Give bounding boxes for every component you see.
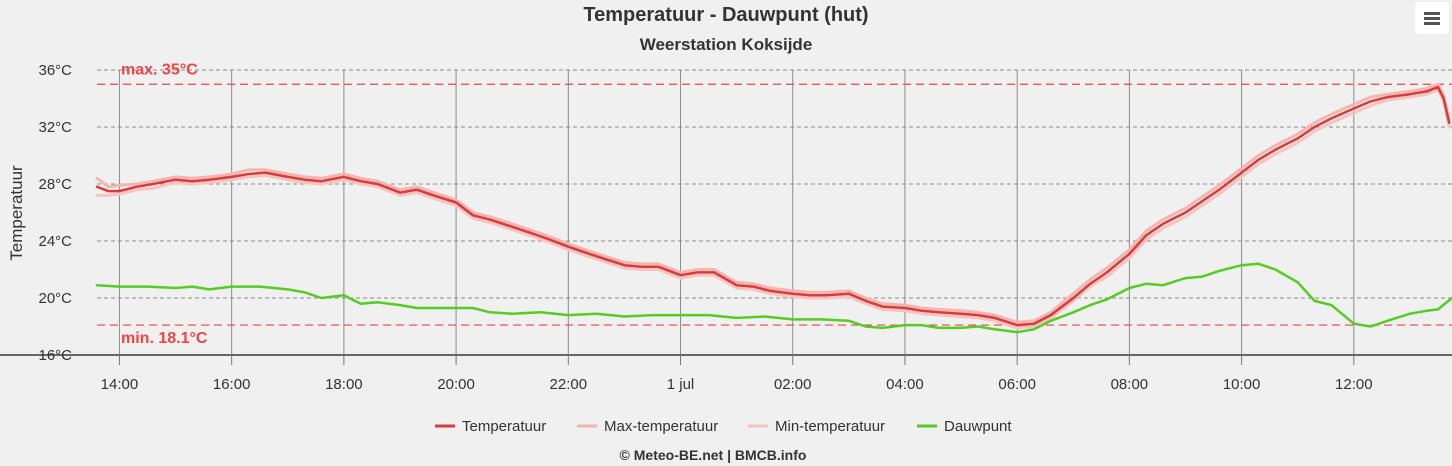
x-tick-label: 16:00 — [213, 376, 251, 393]
plot-lines: max. 35°C min. 18.1°C — [97, 61, 1452, 347]
series-group — [95, 82, 1452, 334]
legend-item-label[interactable]: Max-temperatuur — [604, 418, 718, 435]
x-tick-label: 02:00 — [774, 376, 812, 393]
y-tick-label: 36°C — [38, 62, 72, 79]
x-tick-label: 10:00 — [1223, 376, 1261, 393]
chart-subtitle: Weerstation Koksijde — [640, 35, 813, 54]
y-tick-label: 20°C — [38, 290, 72, 307]
x-tick-label: 14:00 — [101, 376, 139, 393]
legend[interactable]: Temperatuur Max-temperatuur Min-temperatuu… — [435, 418, 1012, 435]
legend-item-label[interactable]: Min-temperatuur — [775, 418, 885, 435]
chart-title: Temperatuur - Dauwpunt (hut) — [583, 4, 868, 26]
y-axis-title: Temperatuur — [7, 165, 26, 261]
y-tick-label: 24°C — [38, 233, 72, 250]
y-tick-label: 28°C — [38, 176, 72, 193]
x-tick-label: 08:00 — [1111, 376, 1149, 393]
series-line-dauwpunt — [95, 262, 1452, 334]
series-line-min-temperatuur — [95, 88, 1451, 330]
x-tick-label: 22:00 — [550, 376, 588, 393]
x-axis-ticks: 14:00 16:00 18:00 20:00 22:00 1 jul 02:00 04:00… — [101, 355, 1373, 393]
x-tick-label: 1 jul — [667, 376, 695, 393]
plot-line-label: max. 35°C — [121, 61, 198, 78]
y-tick-label: 16°C — [38, 347, 72, 364]
grid — [0, 69, 1452, 356]
x-tick-label: 06:00 — [998, 376, 1036, 393]
x-tick-label: 20:00 — [437, 376, 475, 393]
series-line-max-temperatuur — [95, 82, 1451, 324]
legend-item-label[interactable]: Dauwpunt — [944, 418, 1012, 435]
x-tick-label: 18:00 — [325, 376, 363, 393]
series-line-temperatuur — [95, 85, 1451, 327]
plot-line-label: min. 18.1°C — [121, 330, 208, 347]
y-tick-label: 32°C — [38, 119, 72, 136]
x-tick-label: 04:00 — [886, 376, 924, 393]
legend-item-label[interactable]: Temperatuur — [462, 418, 546, 435]
x-tick-label: 12:00 — [1335, 376, 1373, 393]
hamburger-menu-icon[interactable] — [1415, 2, 1449, 34]
y-axis-ticks: 36°C 32°C 28°C 24°C 20°C 16°C — [38, 62, 72, 364]
credits[interactable]: © Meteo-BE.net | BMCB.info — [620, 447, 807, 463]
